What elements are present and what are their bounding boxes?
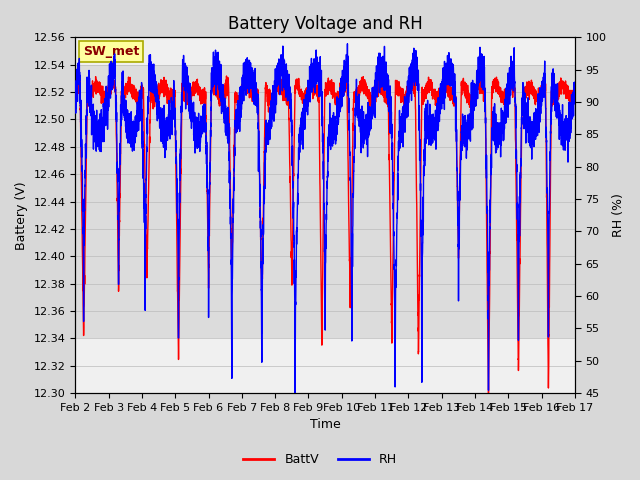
- Title: Battery Voltage and RH: Battery Voltage and RH: [228, 15, 422, 33]
- Legend: BattV, RH: BattV, RH: [238, 448, 402, 471]
- Y-axis label: Battery (V): Battery (V): [15, 181, 28, 250]
- Bar: [76, 65, 575, 338]
- Y-axis label: RH (%): RH (%): [612, 193, 625, 237]
- Text: SW_met: SW_met: [83, 45, 139, 58]
- X-axis label: Time: Time: [310, 419, 340, 432]
